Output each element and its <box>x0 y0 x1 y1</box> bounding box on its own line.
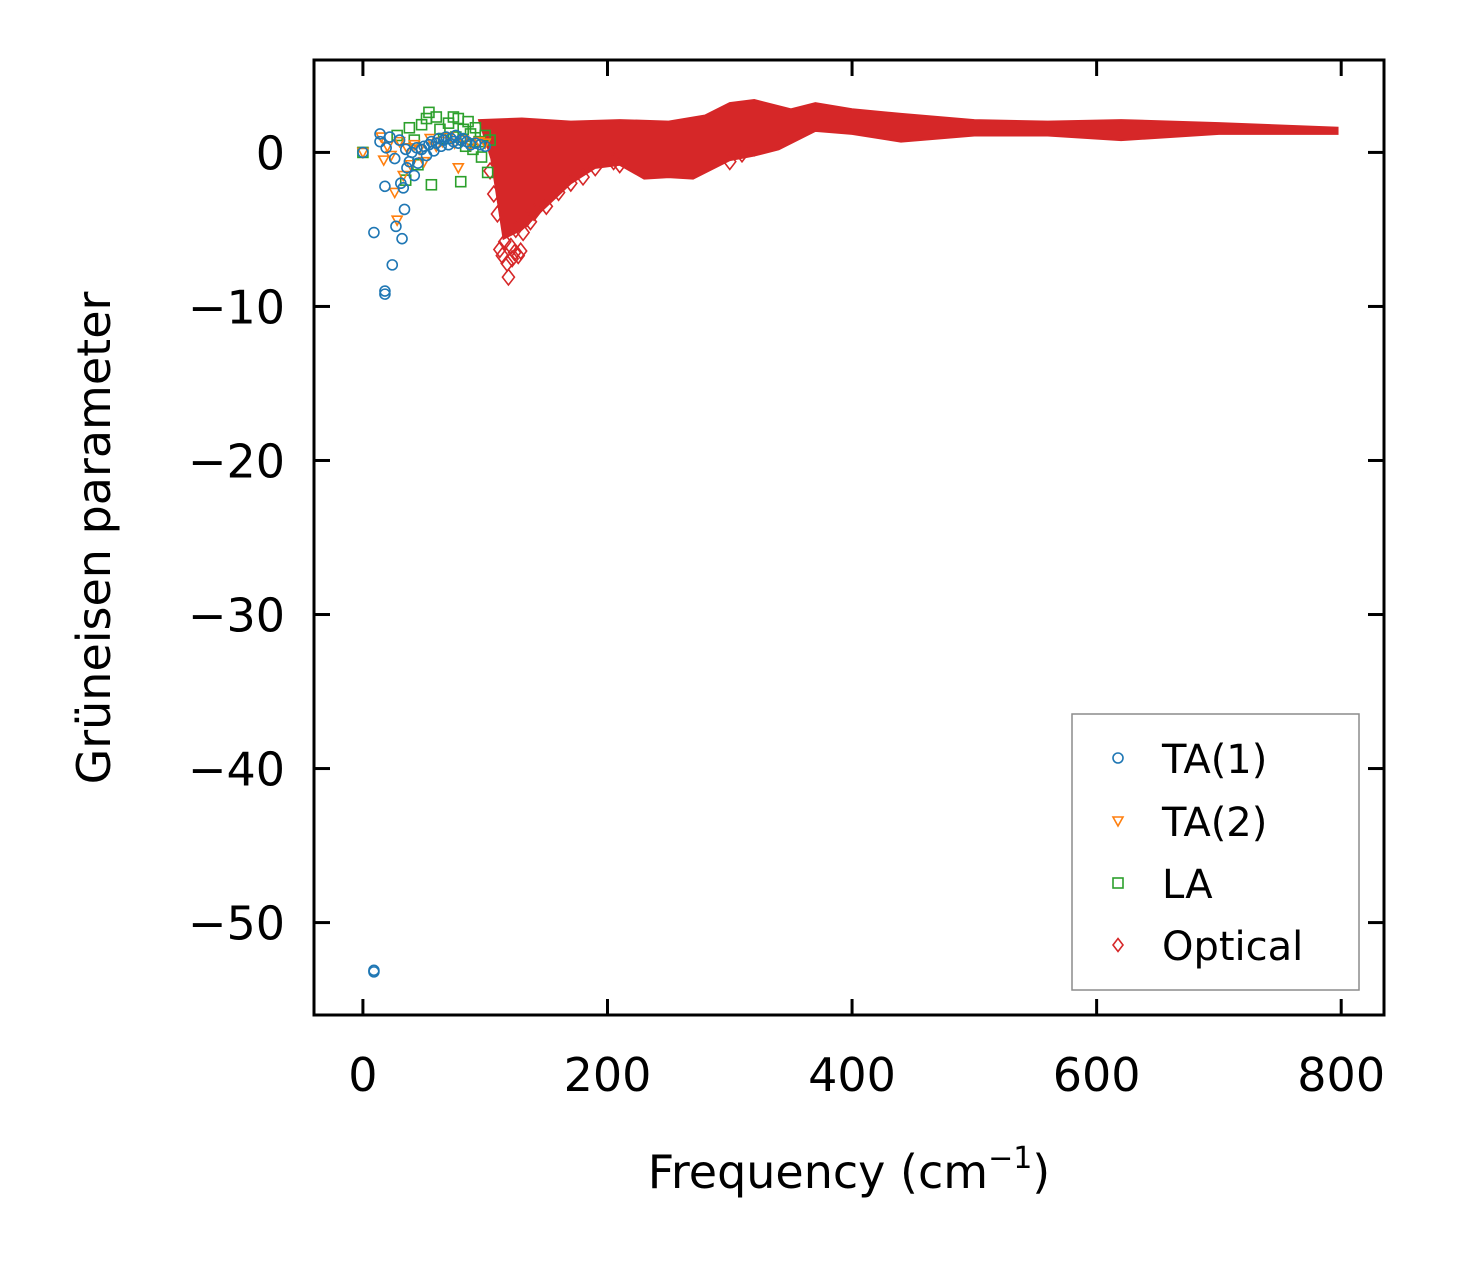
ta1-point <box>357 146 369 159</box>
optical-point <box>511 246 526 265</box>
optical-point <box>771 130 786 150</box>
optical-point <box>734 144 750 164</box>
ta1-point <box>379 288 391 300</box>
ta1-point <box>412 157 424 170</box>
optical-point <box>513 241 528 261</box>
legend: TA(1) TA(2) LA Optical <box>1071 713 1360 991</box>
optical-point <box>497 232 512 251</box>
optical-point <box>539 197 554 216</box>
optical-point <box>495 246 510 265</box>
legend-marker-ta1 <box>1112 752 1124 764</box>
ta1-point <box>457 132 469 145</box>
y-axis-label: Grüneisen parameter <box>67 291 121 784</box>
ta1-point <box>390 220 402 233</box>
optical-point <box>486 184 501 204</box>
la-point <box>403 121 416 134</box>
ta1-point <box>368 226 380 239</box>
ta2-point <box>356 147 370 160</box>
ta1-point <box>374 135 386 148</box>
ta1-point <box>380 141 392 154</box>
ta1-point <box>386 259 399 271</box>
optical-point <box>747 138 762 157</box>
ta1-point <box>379 285 391 297</box>
y-tick-label: −20 <box>188 434 285 488</box>
optical-point <box>507 243 522 262</box>
optical-point <box>483 161 498 181</box>
optical-point <box>722 152 737 171</box>
optical-point <box>492 240 507 259</box>
optical-point <box>516 223 531 242</box>
ta2-point <box>384 150 398 163</box>
axis-ticks: 0 200 400 600 800 0 −10 −20 −30 −40 −50 <box>188 60 1385 1102</box>
plot-area <box>356 99 1339 978</box>
legend-marker-ta2 <box>1111 816 1125 828</box>
ta2-point <box>393 136 406 149</box>
legend-label-ta2: TA(2) <box>1161 800 1267 846</box>
legend-label-ta1: TA(1) <box>1161 737 1267 783</box>
ta2-point <box>388 187 402 200</box>
optical-point <box>527 203 542 222</box>
x-tick-label: 800 <box>1297 1048 1385 1102</box>
ta1-point <box>479 140 492 153</box>
ta2-point <box>417 156 431 169</box>
x-tick-label: 0 <box>348 1048 377 1102</box>
la-point <box>469 121 482 134</box>
optical-dense-band <box>477 99 1339 241</box>
ta2-point <box>390 215 404 227</box>
plot-frame <box>312 58 1386 1017</box>
ta1-point <box>435 140 447 153</box>
optical-point <box>576 167 591 187</box>
x-axis-label: Frequency (cm−1) <box>648 1141 1051 1199</box>
optical-point <box>501 268 516 287</box>
ta1-point <box>432 132 445 145</box>
y-tick-label: −50 <box>188 897 285 951</box>
legend-frame <box>1071 713 1360 991</box>
ta1-point <box>408 169 421 182</box>
ta2-point <box>478 138 492 150</box>
legend-marker-optical <box>1111 937 1125 953</box>
x-tick-label: 400 <box>808 1048 896 1102</box>
ta1-point <box>410 141 423 154</box>
x-tick-label: 200 <box>564 1048 652 1102</box>
ta2-point <box>377 155 391 167</box>
ta1-point <box>399 143 412 156</box>
optical-point <box>588 158 603 177</box>
y-tick-label: 0 <box>256 126 285 180</box>
optical-point <box>505 249 520 268</box>
ta1-point <box>388 152 401 165</box>
optical-point <box>490 204 505 224</box>
x-tick-label: 600 <box>1053 1048 1141 1102</box>
ta1-point <box>396 232 408 245</box>
optical-point <box>563 174 578 193</box>
ta1-point <box>401 162 413 174</box>
ta1-point <box>379 180 391 193</box>
optical-point <box>551 183 566 202</box>
legend-label-optical: Optical <box>1162 924 1303 970</box>
la-point <box>475 151 488 163</box>
la-point <box>430 111 443 123</box>
la-point <box>481 166 494 179</box>
ta2-point <box>451 163 465 175</box>
legend-marker-la <box>1112 877 1124 889</box>
y-tick-label: −40 <box>188 743 285 797</box>
legend-markers <box>1111 752 1125 953</box>
ta1-point <box>474 138 487 151</box>
y-tick-label: −10 <box>188 280 285 334</box>
optical-point <box>508 220 523 239</box>
ta1-point <box>398 203 411 216</box>
ta1-point <box>393 134 406 146</box>
y-tick-label: −30 <box>188 589 285 643</box>
ta1-point <box>368 966 380 978</box>
optical-point <box>503 237 518 256</box>
la-point <box>454 175 467 188</box>
ta1-point <box>397 182 410 194</box>
la-point <box>462 115 474 128</box>
legend-label-la: LA <box>1162 862 1213 908</box>
optical-point <box>612 155 627 174</box>
ta1-point <box>461 135 473 148</box>
la-point <box>425 178 438 191</box>
